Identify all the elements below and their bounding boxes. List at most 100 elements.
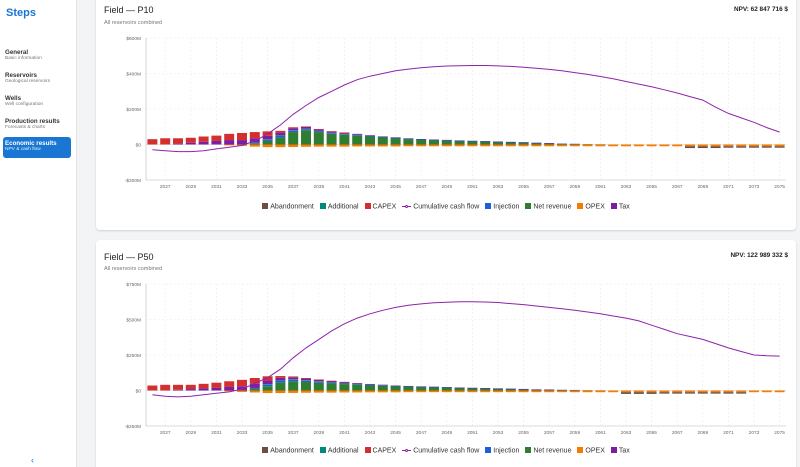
bar-net-revenue: [505, 389, 516, 391]
legend-item-capex[interactable]: CAPEX: [364, 447, 396, 455]
bar-injection: [352, 384, 363, 385]
legend-item-additional[interactable]: Additional: [319, 203, 359, 211]
x-tick-label: 2059: [569, 430, 580, 436]
bar-additional: [441, 387, 452, 388]
x-tick-label: 2051: [467, 184, 478, 190]
bar-capex: [198, 136, 209, 142]
bar-tax: [390, 137, 401, 138]
legend-item-abandonment[interactable]: Abandonment: [262, 447, 314, 455]
x-tick-label: 2075: [774, 430, 785, 436]
step-economic-results[interactable]: Economic results NPV & cash flow: [3, 137, 71, 158]
bar-tax: [377, 384, 388, 386]
injection-swatch: [485, 203, 492, 209]
x-tick-label: 2041: [339, 430, 350, 436]
bar-opex: [736, 144, 747, 147]
x-tick-label: 2055: [518, 430, 529, 436]
bar-net-revenue: [441, 387, 452, 391]
legend-item-net-revenue[interactable]: Net revenue: [525, 447, 571, 455]
legend-item-opex[interactable]: OPEX: [577, 203, 605, 211]
y-tick-label: $250M: [126, 353, 141, 359]
legend-item-injection[interactable]: Injection: [485, 447, 519, 455]
legend-item-abandonment[interactable]: Abandonment: [262, 203, 314, 211]
bar-capex: [301, 126, 311, 127]
chart-card-p10: Field — P10 All reservoirs combined NPV:…: [96, 0, 796, 230]
bar-injection: [301, 129, 311, 131]
bar-abandonment: [774, 146, 785, 148]
x-tick-label: 2043: [365, 430, 376, 436]
bar-opex: [582, 144, 593, 147]
bar-additional: [339, 383, 350, 384]
chart-card-p50: Field — P50 All reservoirs combined NPV:…: [96, 240, 796, 467]
legend-item-net-revenue[interactable]: Net revenue: [525, 203, 571, 211]
bar-capex: [249, 132, 260, 139]
bar-opex: [301, 144, 311, 147]
bar-net-revenue: [275, 137, 286, 145]
bar-additional: [365, 384, 375, 386]
bar-capex: [326, 131, 337, 132]
bar-net-revenue: [403, 386, 414, 391]
bar-capex: [237, 132, 247, 141]
bar-opex: [672, 144, 683, 147]
bar-tax: [237, 140, 247, 145]
tax-swatch: [610, 447, 617, 453]
step-reservoirs[interactable]: Reservoirs Geological reservoirs: [3, 70, 71, 87]
bar-opex: [313, 390, 324, 393]
bar-tax: [544, 143, 555, 144]
bar-tax: [416, 138, 427, 140]
bar-injection: [288, 379, 299, 382]
bar-capex: [185, 137, 196, 143]
step-wells[interactable]: Wells Well configuration: [3, 93, 71, 110]
legend-item-additional[interactable]: Additional: [319, 447, 359, 455]
bar-opex: [633, 144, 644, 147]
bar-abandonment: [723, 146, 734, 148]
bar-opex: [441, 390, 452, 393]
step-label: Wells: [5, 95, 22, 102]
bar-capex: [249, 378, 260, 384]
legend-item-cumulative-cash-flow[interactable]: Cumulative cash flow: [402, 203, 479, 211]
y-tick-label: $500M: [126, 317, 141, 323]
legend-item-capex[interactable]: CAPEX: [364, 203, 396, 211]
legend-item-opex[interactable]: OPEX: [577, 447, 605, 455]
bar-net-revenue: [531, 143, 542, 145]
bar-opex: [595, 144, 606, 147]
bar-net-revenue: [301, 130, 311, 145]
legend-item-tax[interactable]: Tax: [610, 447, 630, 455]
card-title: Field — P10: [104, 5, 154, 15]
bar-additional: [365, 135, 375, 137]
bar-opex: [749, 390, 759, 393]
y-tick-label: $0: [136, 142, 142, 148]
bar-net-revenue: [352, 384, 363, 391]
bar-opex: [569, 144, 580, 147]
bar-tax: [211, 387, 222, 391]
legend-item-injection[interactable]: Injection: [485, 203, 519, 211]
x-tick-label: 2059: [569, 184, 580, 190]
step-general[interactable]: General Basic information: [3, 47, 71, 64]
bar-abandonment: [659, 392, 670, 394]
card-subtitle: All reservoirs combined: [104, 266, 163, 272]
step-production-results[interactable]: Production results Forecasts & charts: [3, 116, 71, 133]
bar-opex: [493, 390, 503, 393]
legend-item-tax[interactable]: Tax: [610, 203, 630, 211]
bar-opex: [774, 390, 785, 393]
step-label: General: [5, 49, 29, 56]
bar-additional: [429, 386, 439, 388]
collapse-sidebar-button[interactable]: ‹: [31, 455, 34, 465]
bar-opex: [569, 390, 580, 393]
cumulative-cash-flow-line: [152, 65, 780, 153]
bar-capex: [147, 385, 158, 391]
bar-injection: [262, 384, 273, 387]
bar-opex: [403, 144, 414, 147]
bar-opex: [621, 144, 631, 147]
legend-item-cumulative-cash-flow[interactable]: Cumulative cash flow: [402, 447, 479, 455]
x-tick-label: 2049: [441, 430, 452, 436]
bar-net-revenue: [262, 140, 273, 145]
bar-opex: [390, 144, 401, 147]
bar-tax: [467, 140, 478, 142]
bar-tax: [275, 132, 286, 136]
bar-opex: [608, 390, 619, 393]
bar-net-revenue: [326, 133, 337, 145]
cash-flow-chart-p10: -$200M $0 $200M $400M $600M 2027 2029 2031 2033 2…: [125, 36, 786, 190]
bar-tax: [198, 388, 209, 391]
bar-additional: [249, 142, 260, 144]
bar-tax: [198, 141, 209, 145]
